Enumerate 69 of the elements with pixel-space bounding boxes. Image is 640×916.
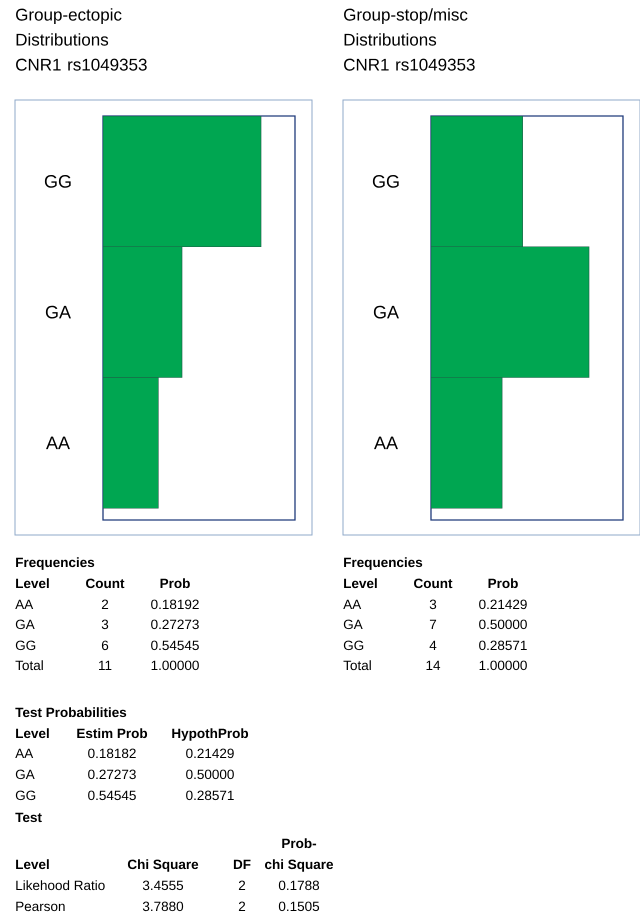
category-label: GA	[16, 620, 35, 630]
text: Level	[16, 859, 49, 870]
text: 0.54545	[88, 790, 136, 800]
category-label: AA	[343, 600, 362, 610]
chart-title: Group-ectopic Distributions	[16, 8, 122, 46]
text: 4	[430, 640, 436, 650]
text: 3.4555	[142, 880, 184, 890]
text: 0.28571	[479, 640, 527, 650]
text: HypothProb	[172, 728, 248, 741]
text: 0.28571	[186, 790, 234, 800]
text: Test	[15, 812, 42, 822]
text: 0.21429	[479, 600, 527, 610]
text: 0.18182	[88, 748, 136, 758]
text: 1.00000	[152, 660, 199, 670]
text: Count	[414, 578, 452, 588]
text: Frequencies	[16, 557, 94, 570]
y-tick-label: GG	[372, 175, 399, 188]
text: Pearson	[16, 902, 65, 912]
text: 2	[238, 880, 246, 890]
text: chi Square	[265, 859, 334, 872]
text: 0.50000	[479, 620, 527, 630]
chart-title: Group-stop/misc Distributions	[344, 8, 468, 46]
text: 1.00000	[480, 660, 527, 670]
text: GG	[16, 790, 36, 800]
text: Level	[16, 728, 49, 738]
text: 0.1788	[278, 880, 320, 890]
chart-subtitle: CNR1 rs1049353	[344, 58, 475, 71]
text: Total	[15, 660, 43, 670]
category-label: GG	[16, 640, 36, 650]
text: Chi Square	[128, 859, 198, 872]
text: 3	[102, 620, 108, 630]
text: 0.21429	[186, 748, 234, 758]
text: 0.50000	[186, 770, 234, 780]
text: Estim Prob	[77, 728, 148, 738]
y-tick-label: GG	[44, 175, 71, 188]
text: Level	[16, 578, 49, 588]
y-tick-label: AA	[46, 436, 70, 450]
text: 14	[426, 660, 440, 670]
text: Test Probabilities	[15, 707, 126, 718]
text: Level	[344, 578, 377, 588]
text: 0.54545	[151, 640, 199, 650]
category-label: GA	[344, 620, 363, 630]
text: 0.18192	[151, 600, 199, 610]
y-tick-label: AA	[374, 436, 398, 450]
text: 2	[238, 902, 246, 911]
text: DF	[234, 860, 250, 869]
text: 0.1505	[278, 902, 320, 912]
text: 0.27273	[88, 770, 136, 780]
text: Likehood Ratio	[16, 880, 105, 890]
text: Prob-	[282, 838, 316, 848]
text: 0.27273	[151, 620, 199, 630]
text: Prob	[488, 578, 518, 588]
text: 3.7880	[142, 902, 184, 912]
y-tick-label: GA	[374, 306, 399, 318]
text: 2	[102, 600, 108, 610]
text: Total	[343, 660, 371, 670]
text: Count	[86, 578, 124, 588]
text: 11	[99, 660, 112, 670]
category-label: AA	[15, 600, 34, 610]
text: 3	[430, 600, 436, 610]
category-label: GG	[344, 640, 364, 650]
text: AA	[15, 748, 34, 758]
y-tick-label: GA	[46, 306, 71, 318]
text: GA	[16, 770, 35, 780]
text: Prob	[160, 578, 190, 588]
text: Frequencies	[344, 557, 422, 570]
text: 7	[430, 620, 436, 630]
chart-subtitle: CNR1 rs1049353	[16, 58, 147, 71]
text: 6	[102, 640, 108, 650]
